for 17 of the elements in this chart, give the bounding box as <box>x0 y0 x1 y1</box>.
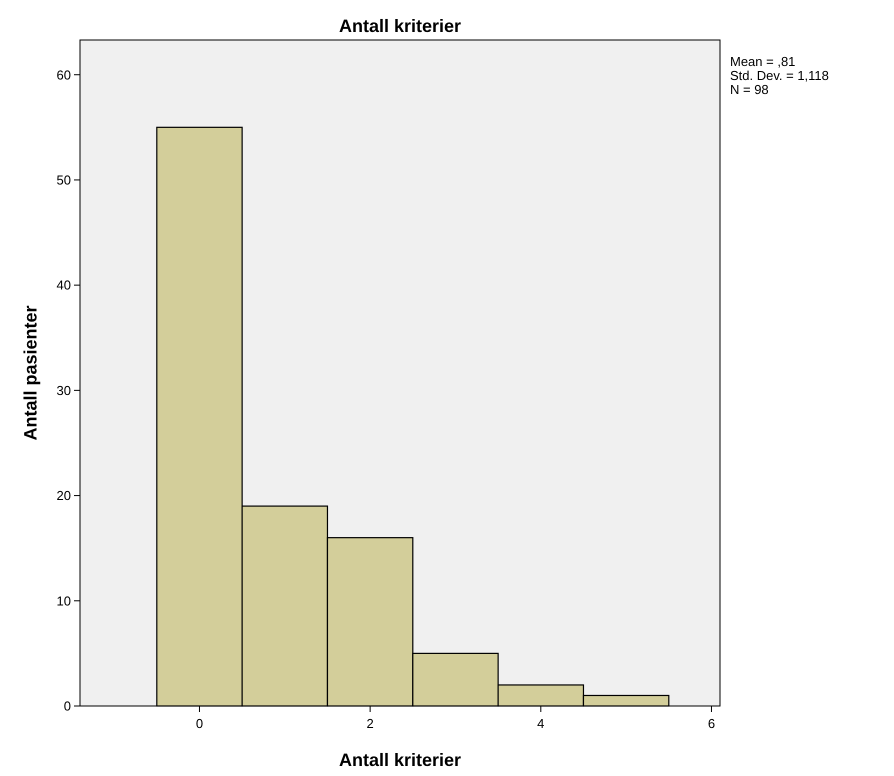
y-axis-title: Antall pasienter <box>20 305 41 441</box>
chart-title: Antall kriterier <box>338 16 462 36</box>
text: Std. Dev. = 1,118 <box>730 68 829 83</box>
text: N = 98 <box>730 82 769 97</box>
y-tick-label: 60 <box>56 67 71 82</box>
y-tick-label: 30 <box>56 382 71 398</box>
y-tick-label: 50 <box>56 172 71 188</box>
text: Mean = ,81 <box>730 54 796 69</box>
y-tick-label: 20 <box>56 488 71 504</box>
x-axis-title: Antall kriterier <box>338 750 462 770</box>
x-tick-label: 2 <box>366 716 374 731</box>
x-tick-label: 4 <box>537 716 544 731</box>
x-tick-label: 6 <box>708 716 716 731</box>
y-tick-label: 0 <box>64 698 71 714</box>
y-tick-label: 40 <box>56 278 71 293</box>
x-tick-label: 0 <box>196 716 204 731</box>
y-tick-label: 10 <box>56 593 71 608</box>
